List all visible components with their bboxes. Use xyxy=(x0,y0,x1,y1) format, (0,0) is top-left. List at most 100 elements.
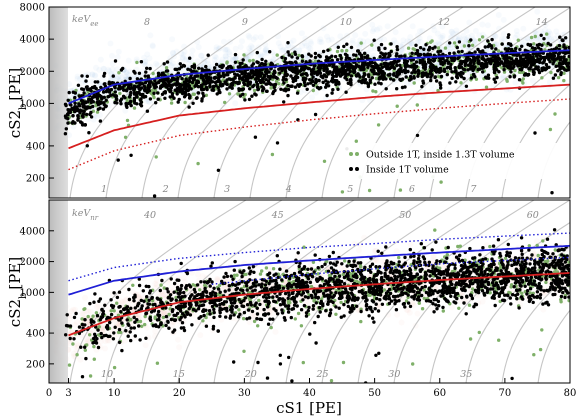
point-outside-1t xyxy=(183,100,187,105)
point-outside-1t xyxy=(529,35,534,40)
point-inside-1t xyxy=(64,127,69,131)
point-inside-1t xyxy=(517,78,522,82)
point-inside-1t xyxy=(300,54,305,59)
point-inside-1t xyxy=(123,96,127,100)
band-point xyxy=(144,51,151,58)
point-inside-1t xyxy=(508,42,513,46)
point-inside-1t xyxy=(406,69,410,74)
band-point xyxy=(248,43,255,50)
point-inside-1t xyxy=(495,75,499,80)
point-outside-1t xyxy=(430,39,434,43)
point-inside-1t xyxy=(454,69,458,73)
band-point xyxy=(501,36,508,43)
point-inside-1t xyxy=(313,55,318,60)
band-point xyxy=(479,72,486,79)
point-inside-1t xyxy=(385,62,389,66)
point-inside-1t xyxy=(448,81,452,85)
point-inside-1t xyxy=(107,94,111,99)
band-point xyxy=(194,58,201,65)
band-point xyxy=(232,55,239,62)
point-outside-1t xyxy=(505,79,509,83)
band-point xyxy=(130,75,137,82)
point-inside-1t xyxy=(162,62,166,66)
point-inside-1t xyxy=(486,57,491,61)
point-inside-1t xyxy=(533,46,537,51)
band-line-0 xyxy=(68,49,570,105)
point-inside-1t xyxy=(152,91,156,96)
point-inside-1t xyxy=(418,60,422,65)
point-inside-1t xyxy=(139,86,144,90)
point-inside-1t xyxy=(76,114,80,118)
point-inside-1t xyxy=(255,50,259,55)
point-inside-1t xyxy=(213,80,218,85)
legend-box xyxy=(343,143,565,179)
point-inside-1t xyxy=(373,82,377,86)
point-inside-1t xyxy=(403,58,407,63)
point-inside-1t xyxy=(287,53,291,57)
point-inside-1t xyxy=(413,70,417,74)
band-point xyxy=(429,87,436,94)
point-inside-1t xyxy=(190,64,194,69)
point-outside-1t xyxy=(477,38,482,42)
band-point xyxy=(222,46,229,53)
point-inside-1t xyxy=(567,45,570,50)
point-inside-1t xyxy=(336,87,340,92)
band-point xyxy=(246,45,253,52)
point-inside-1t xyxy=(233,52,238,57)
point-inside-1t xyxy=(278,71,282,75)
point-inside-1t xyxy=(248,80,253,84)
point-inside-1t xyxy=(221,73,226,77)
point-inside-1t xyxy=(509,57,514,61)
point-inside-1t xyxy=(216,168,221,172)
point-inside-1t xyxy=(430,65,435,70)
point-inside-1t xyxy=(412,63,416,68)
point-inside-1t xyxy=(533,131,537,135)
band-point xyxy=(325,37,332,44)
point-inside-1t xyxy=(191,101,195,106)
point-inside-1t xyxy=(265,89,269,94)
point-inside-1t xyxy=(538,60,542,65)
point-inside-1t xyxy=(243,78,248,83)
band-point xyxy=(439,32,446,39)
point-outside-1t xyxy=(123,135,128,139)
point-inside-1t xyxy=(160,79,165,83)
point-inside-1t xyxy=(423,72,427,76)
band-point xyxy=(127,279,134,286)
band-point xyxy=(126,68,133,75)
point-inside-1t xyxy=(303,66,307,71)
point-outside-1t xyxy=(371,89,375,93)
band-point xyxy=(308,40,315,47)
band-point xyxy=(146,55,153,62)
band-point xyxy=(354,41,361,48)
point-inside-1t xyxy=(434,79,439,83)
point-inside-1t xyxy=(461,67,466,71)
point-inside-1t xyxy=(272,72,276,76)
band-point xyxy=(318,39,325,46)
point-inside-1t xyxy=(304,72,308,76)
point-inside-1t xyxy=(66,98,70,103)
point-inside-1t xyxy=(280,55,284,60)
band-point xyxy=(226,51,233,58)
band-point xyxy=(252,34,259,41)
point-inside-1t xyxy=(528,43,533,47)
band-point xyxy=(93,64,99,71)
point-inside-1t xyxy=(469,76,474,80)
point-inside-1t xyxy=(345,64,349,69)
point-outside-1t xyxy=(376,123,381,127)
point-inside-1t xyxy=(415,133,420,138)
point-inside-1t xyxy=(490,37,494,42)
band-point xyxy=(201,58,208,65)
y-tick-label: 4000 xyxy=(20,35,45,46)
point-inside-1t xyxy=(139,97,143,101)
point-inside-1t xyxy=(526,58,530,62)
band-point xyxy=(487,67,494,74)
point-outside-1t xyxy=(359,41,363,45)
band-point xyxy=(259,53,266,60)
band-point xyxy=(74,75,81,82)
point-inside-1t xyxy=(315,85,320,90)
point-inside-1t xyxy=(115,97,119,102)
point-inside-1t xyxy=(473,65,477,69)
point-inside-1t xyxy=(410,71,414,75)
point-inside-1t xyxy=(343,72,348,76)
point-inside-1t xyxy=(293,50,297,54)
